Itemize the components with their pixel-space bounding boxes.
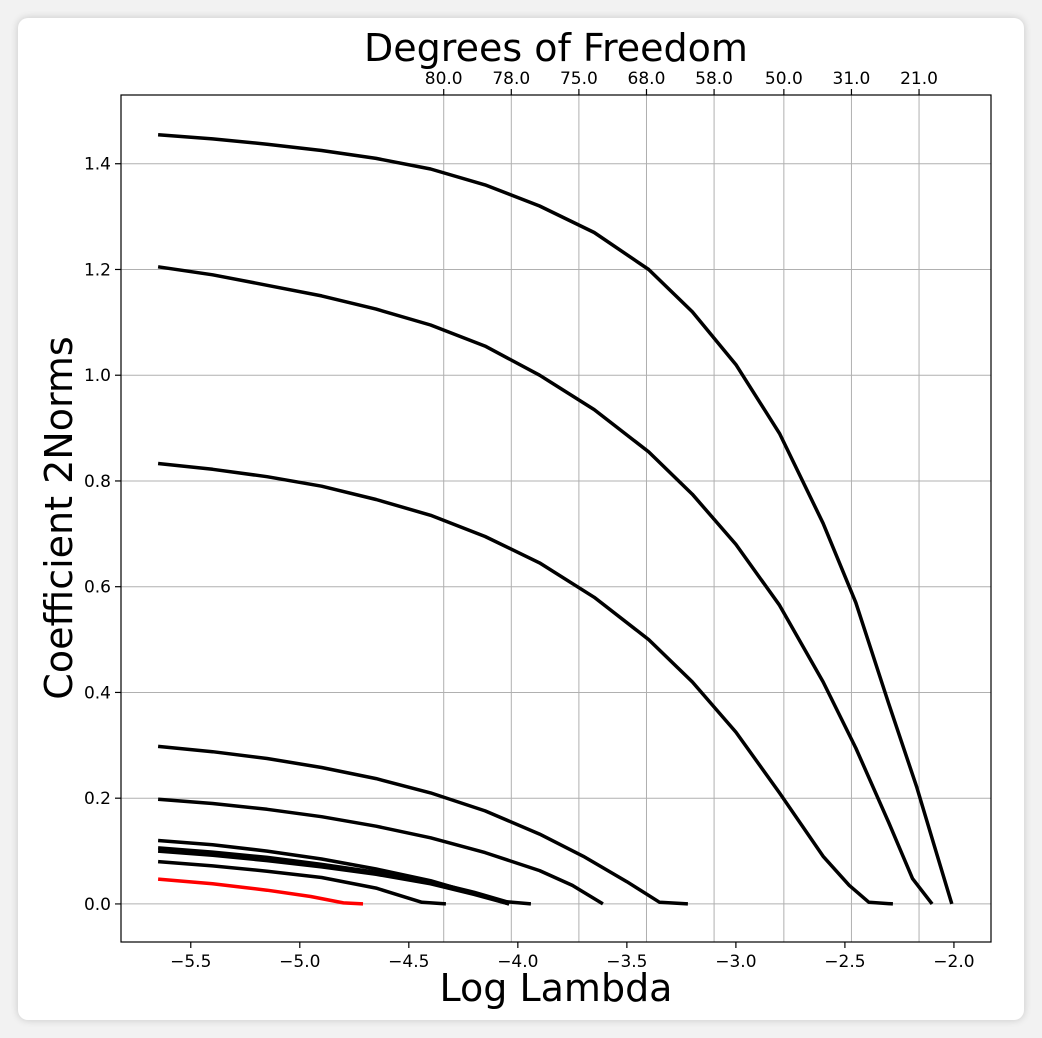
chart-card: −5.5 −5.0 −4.5 −4.0 −3.5 −3.0 −2.5 −2.0 0.0 0.2 0… <box>18 18 1024 1020</box>
y-tick-label: 0.2 <box>84 789 111 809</box>
lasso-path-chart: −5.5 −5.0 −4.5 −4.0 −3.5 −3.0 −2.5 −2.0 0.00.20… <box>37 26 992 1010</box>
y-gridlines <box>121 163 991 905</box>
x-tick-label: −3.5 <box>606 952 647 972</box>
top-tick-label: 75.0 <box>560 69 598 89</box>
series-line-2 <box>157 265 934 905</box>
x-tick-label: −5.0 <box>279 952 320 972</box>
y-tick-label: 1.4 <box>84 155 111 175</box>
top-tick-label: 78.0 <box>492 69 530 89</box>
x-tick-label: −4.5 <box>388 952 429 972</box>
top-tick-label: 58.0 <box>695 69 733 89</box>
y-tick-label: 1.0 <box>84 366 111 386</box>
x-tick-label: −2.0 <box>933 952 974 972</box>
y-tick-label: 0.0 <box>84 895 111 915</box>
y-tick-label: 0.6 <box>84 578 111 598</box>
plot-background <box>121 95 991 942</box>
top-tick-label: 68.0 <box>628 69 666 89</box>
plot-frame <box>120 94 992 943</box>
series-line-8 <box>157 849 510 906</box>
series-line-9 <box>157 859 447 906</box>
y-tick-label: 0.8 <box>84 472 111 492</box>
series-line-3 <box>157 461 894 906</box>
x-axis-title: Log Lambda <box>440 966 673 1010</box>
y-axis-title: Coefficient 2Norms <box>37 336 81 699</box>
series-line-5 <box>157 797 604 906</box>
top-tick-label: 21.0 <box>900 69 938 89</box>
x-tick-label: −2.5 <box>824 952 865 972</box>
series-lines <box>157 132 954 906</box>
x-tick-label: −5.5 <box>170 952 211 972</box>
y-tick-label: 1.2 <box>84 260 111 280</box>
series-line-1 <box>157 132 954 905</box>
y-tick-label: 0.4 <box>84 683 111 703</box>
top-axis-title: Degrees of Freedom <box>364 26 748 70</box>
series-line-highlight <box>157 877 364 906</box>
series-line-4 <box>157 744 688 906</box>
x-axis-ticks: −5.5 −5.0 −4.5 −4.0 −3.5 −3.0 −2.5 −2.0 <box>170 942 975 972</box>
top-tick-label: 50.0 <box>765 69 803 89</box>
top-tick-label: 80.0 <box>425 69 463 89</box>
top-tick-label: 31.0 <box>833 69 871 89</box>
x-tick-label: −4.0 <box>497 952 538 972</box>
x-tick-label: −3.0 <box>715 952 756 972</box>
top-axis-ticks: 80.0 78.0 75.0 68.0 58.0 50.0 31.0 21.0 <box>425 69 938 95</box>
y-axis-ticks: 0.0 0.2 0.4 0.6 0.8 1.0 1.2 1.4 <box>84 155 121 915</box>
